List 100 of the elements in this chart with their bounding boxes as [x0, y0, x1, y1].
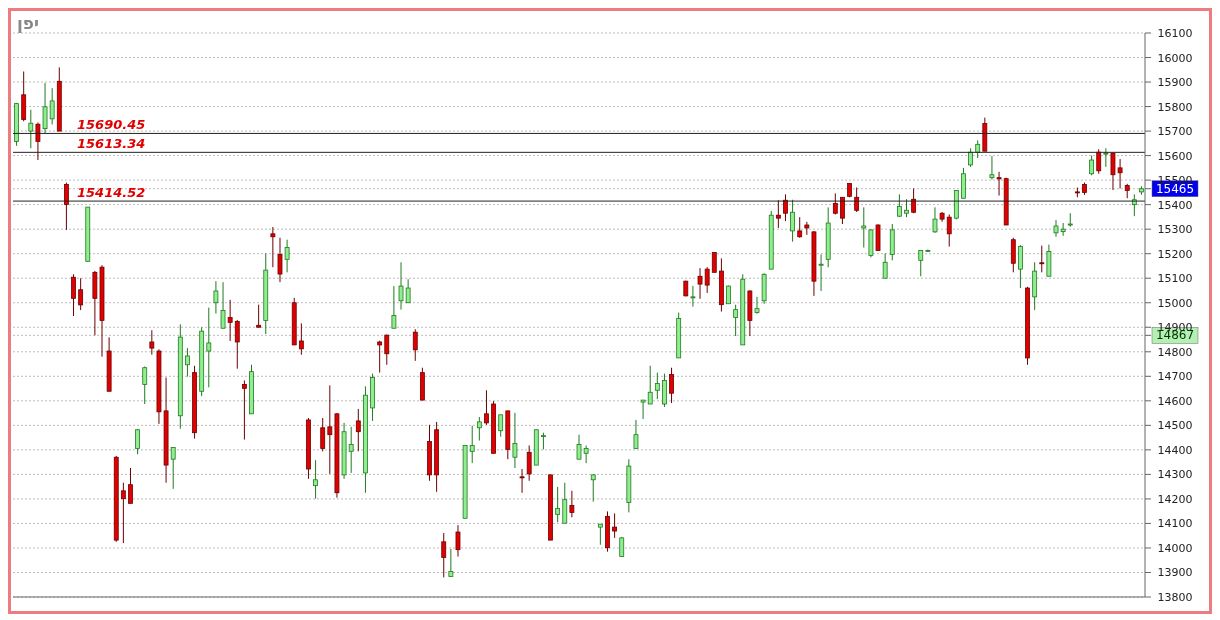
y-tick-label: 15000: [1157, 296, 1193, 310]
candlestick: [270, 226, 276, 268]
candlestick: [519, 468, 525, 494]
y-tick-label: 13800: [1157, 591, 1193, 604]
candlestick: [448, 548, 454, 577]
candlestick: [512, 412, 518, 469]
candlestick: [918, 250, 924, 277]
candlestick: [840, 196, 845, 225]
candlestick: [932, 206, 938, 234]
y-tick-label: 14600: [1157, 394, 1193, 408]
candlestick: [277, 237, 283, 283]
candlestick: [555, 486, 561, 523]
ref-line-label: 15613.34: [77, 136, 146, 152]
candlestick: [861, 206, 867, 249]
y-tick-label: 15400: [1157, 198, 1193, 212]
y-tick-label: 15300: [1157, 223, 1193, 237]
candlestick: [170, 446, 176, 490]
candlestick: [377, 340, 383, 374]
candlestick: [256, 304, 262, 328]
candlestick: [327, 384, 333, 475]
candlestick: [455, 524, 461, 558]
y-tick-label: 14000: [1157, 541, 1193, 555]
candlestick: [42, 82, 48, 135]
candlestick: [355, 408, 361, 452]
y-tick-label: 14500: [1157, 419, 1193, 433]
candlestick: [569, 490, 575, 518]
candlestick: [213, 280, 219, 315]
candlestick: [669, 367, 674, 404]
candlestick: [234, 319, 240, 370]
candlestick: [946, 213, 952, 248]
candlestick: [590, 473, 596, 503]
y-tick-label: 14200: [1157, 492, 1193, 506]
candlestick: [412, 328, 418, 362]
candlestick: [28, 109, 34, 149]
candlestick: [797, 216, 803, 239]
candlestick: [298, 322, 304, 356]
ref-line-label: 15414.52: [77, 185, 146, 201]
candlestick: [484, 389, 489, 426]
candlestick: [1089, 155, 1095, 176]
candlestick: [391, 285, 397, 329]
candlestick: [241, 379, 247, 441]
candlestick: [697, 267, 703, 300]
y-tick-label: 16000: [1157, 51, 1193, 65]
candlestick: [49, 87, 55, 125]
y-tick-label: 16100: [1157, 27, 1193, 40]
candlestick: [142, 366, 148, 405]
candlestick: [640, 399, 646, 420]
candlestick: [526, 444, 532, 482]
candlestick: [498, 414, 504, 438]
candlestick: [733, 304, 739, 337]
chart-title: יפן: [17, 13, 40, 33]
candlestick: [711, 251, 717, 273]
candlestick: [469, 425, 475, 464]
candlestick: [476, 416, 482, 442]
candlestick: [654, 372, 660, 400]
candlestick: [896, 193, 902, 218]
y-tick-label: 13900: [1157, 566, 1193, 580]
candlestick: [882, 252, 888, 279]
candlestick: [128, 467, 133, 504]
candlestick: [1039, 245, 1045, 273]
candlestick: [775, 199, 781, 229]
candlestick: [185, 347, 190, 378]
candlestick: [1018, 244, 1023, 289]
candlestick: [968, 147, 973, 168]
candlestick: [441, 532, 447, 578]
y-tick-label: 14100: [1157, 517, 1193, 531]
y-tick-label: 14400: [1157, 443, 1193, 457]
candlestick: [989, 155, 995, 181]
y-tick-label: 14800: [1157, 345, 1193, 359]
candlestick: [1010, 237, 1016, 273]
ref-line-label: 15690.45: [77, 117, 146, 133]
candlestick: [135, 428, 140, 455]
candlestick: [35, 122, 41, 161]
candlestick: [284, 239, 290, 273]
y-tick-label: 15900: [1157, 76, 1193, 90]
candlestick: [704, 266, 710, 294]
candlestick: [726, 285, 731, 305]
candlestick: [206, 307, 212, 388]
candlestick: [818, 253, 824, 292]
candlestick: [71, 273, 76, 317]
candlestick: [220, 281, 226, 329]
y-tick-label: 14700: [1157, 370, 1193, 384]
candlestick: [384, 334, 390, 366]
candlestick: [78, 277, 84, 311]
y-tick-label: 15100: [1157, 272, 1193, 286]
candlestick: [227, 299, 233, 342]
candlestick: [1103, 147, 1109, 168]
candlestick: [348, 426, 354, 474]
y-tick-label: 15700: [1157, 125, 1193, 139]
candlestick: [149, 329, 155, 356]
y-tick-label: 15600: [1157, 149, 1193, 163]
candlestick: [320, 417, 326, 452]
candlestick: [690, 285, 696, 308]
y-tick-label: 15800: [1157, 100, 1193, 114]
candlestick: [754, 296, 760, 315]
candlestick: [597, 523, 603, 546]
candlestick: [633, 419, 639, 449]
y-tick-label: 14300: [1157, 468, 1193, 482]
candlestick: [1096, 148, 1102, 175]
candlestick: [64, 182, 69, 231]
